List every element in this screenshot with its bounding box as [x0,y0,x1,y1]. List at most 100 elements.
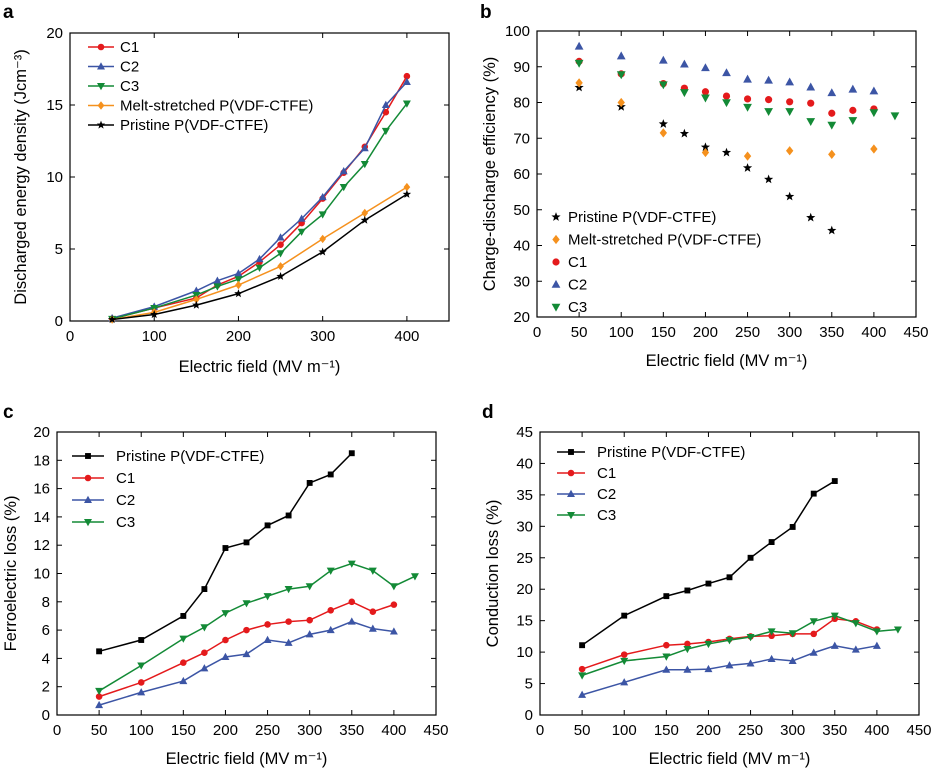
legend-marker [551,303,561,312]
x-axis-label: Electric field (MV m⁻¹) [179,358,341,376]
legend-item: C1 [557,465,616,482]
data-point [95,700,104,709]
legend-label: C1 [597,465,616,482]
legend-marker [567,469,575,477]
data-point [284,638,293,646]
data-point [704,640,713,649]
x-tick-label: 350 [819,324,844,341]
data-point [620,678,629,686]
data-point [297,214,306,222]
data-point [810,630,817,638]
panel-letter: d [482,402,494,423]
x-tick-label: 200 [693,324,718,341]
legend-label: C3 [597,507,616,524]
y-tick-label: 20 [513,309,530,326]
legend-item: C2 [88,59,139,76]
data-point [578,690,587,698]
panel-letter: c [3,402,14,423]
y-tick-label: 10 [516,644,533,661]
y-tick-label: 30 [513,273,530,290]
data-point [788,630,797,638]
data-point [659,128,668,138]
x-tick-label: 250 [738,722,763,739]
data-point [347,617,356,625]
data-point [150,310,159,319]
data-point [285,618,292,625]
data-point [348,450,355,457]
legend-marker [85,453,91,459]
x-tick-label: 50 [91,722,108,739]
y-axis-ticks: 20 30 40 50 60 70 80 90 100 [505,23,916,326]
data-point [179,676,188,685]
legend-item: C3 [551,299,587,316]
data-point [327,607,334,614]
panel-letter: a [3,2,14,23]
x-axis-label: Electric field (MV m⁻¹) [166,750,328,768]
x-tick-label: 300 [780,722,805,739]
plot-frame [56,431,437,716]
series-melt-stretched-p-vdf-ctfe [575,78,878,161]
data-point [830,641,839,649]
legend-marker [552,258,560,266]
y-tick-label: 0 [42,707,50,724]
x-axis-ticks: 0 50 100 150 200 250 300 350 400 450 [53,432,449,739]
x-axis-ticks: 0 50 100 150 200 250 300 350 400 450 [536,432,932,739]
y-tick-label: 5 [525,676,533,693]
data-point [276,233,285,241]
y-tick-label: 80 [513,95,530,112]
series-line [581,614,899,677]
series-melt-stretched-p-vdf-ctfe [108,182,411,324]
y-tick-label: 14 [33,509,50,526]
data-point [827,88,837,97]
x-tick-label: 450 [906,722,931,739]
series-c2 [574,41,879,97]
series-c3 [95,560,419,696]
data-point [872,628,881,636]
x-tick-label: 200 [226,328,251,345]
data-point [242,649,251,658]
series-pristine-p-vdf-ctfe [96,450,355,655]
data-point [700,142,711,152]
y-axis-ticks: 0 5 10 15 20 25 30 35 40 45 [516,424,919,724]
x-tick-label: 400 [861,324,886,341]
data-point [137,679,145,686]
x-tick-label: 300 [777,324,802,341]
data-point [827,225,837,235]
data-point [201,586,208,593]
data-point [319,234,327,244]
data-point [848,117,858,125]
legend: Pristine P(VDF-CTFE) C1 C2 C3 [72,448,264,531]
data-point [221,610,230,618]
y-tick-label: 15 [46,97,63,114]
legend-label: C3 [568,299,587,316]
data-point [360,161,369,169]
data-point [200,624,209,632]
data-point [264,522,271,529]
data-point [339,184,348,192]
data-point [347,560,356,568]
data-point [242,600,251,608]
data-point [743,95,752,103]
x-tick-label: 100 [612,722,637,739]
x-tick-label: 50 [574,722,591,739]
legend-marker [567,489,575,498]
data-point [785,108,795,117]
data-point [263,593,272,601]
y-tick-label: 45 [516,424,533,441]
data-point [235,280,242,290]
x-tick-label: 300 [297,722,322,739]
x-tick-label: 250 [255,722,280,739]
legend-item: C2 [72,492,135,509]
x-axis-label: Electric field (MV m⁻¹) [646,352,808,370]
chart-panel-d: d 0 50 100 150 200 250 300 350 400 450 0 5 10 15 20 25 30… [482,402,932,768]
data-point [382,108,390,116]
legend-marker [97,101,105,110]
y-tick-label: 70 [513,130,530,147]
legend-item: Pristine P(VDF-CTFE) [551,209,716,226]
data-point [785,77,795,86]
data-point [192,295,200,304]
x-axis-label: Electric field (MV m⁻¹) [649,750,811,768]
y-tick-label: 40 [513,238,530,255]
series-pristine-p-vdf-ctfe [107,189,412,324]
data-point [361,208,369,218]
